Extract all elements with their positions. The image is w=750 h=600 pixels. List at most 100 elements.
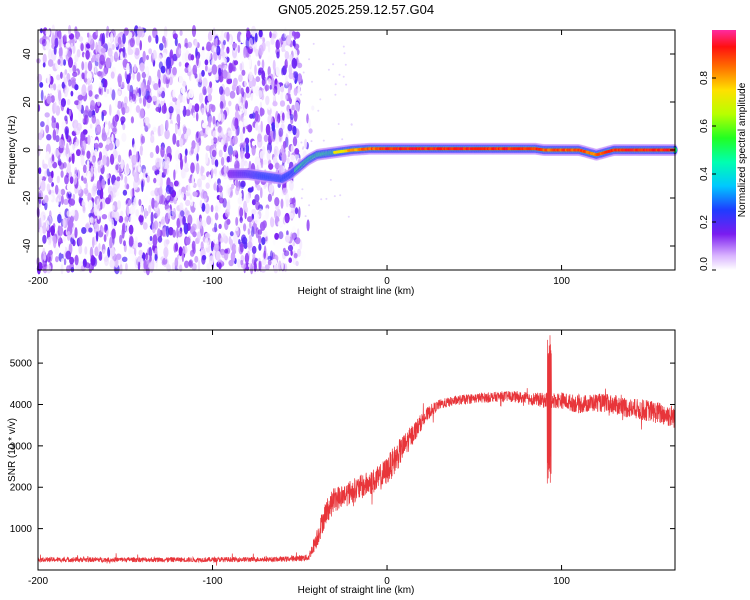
noise-mark <box>254 156 261 166</box>
noise-mark <box>205 145 211 152</box>
noise-mark <box>279 100 286 107</box>
noise-mark <box>141 258 144 270</box>
noise-mark <box>244 152 251 159</box>
colorbar: 0.0 0.2 0.4 0.6 0.8 Normalized spectral ampl… <box>699 30 748 271</box>
noise-mark <box>48 250 53 256</box>
noise-mark <box>306 113 309 124</box>
noise-mark <box>58 46 63 59</box>
noise-mark <box>120 159 124 170</box>
snr-background <box>38 330 675 570</box>
noise-mark <box>105 57 111 69</box>
noise-mark <box>273 264 279 274</box>
noise-mark <box>174 149 181 162</box>
noise-mark <box>344 63 347 66</box>
noise-mark <box>261 237 266 245</box>
noise-mark <box>53 45 57 55</box>
noise-mark <box>271 258 278 266</box>
noise-mark <box>96 180 102 191</box>
noise-mark <box>281 152 287 164</box>
noise-mark <box>98 82 103 89</box>
noise-mark <box>101 32 105 45</box>
noise-mark <box>166 195 172 203</box>
noise-mark <box>82 205 86 212</box>
noise-mark <box>114 114 119 122</box>
noise-mark <box>78 236 83 247</box>
noise-mark <box>166 68 170 80</box>
noise-mark <box>265 208 270 220</box>
noise-mark <box>146 95 152 103</box>
noise-mark <box>109 259 115 269</box>
noise-mark <box>175 191 181 199</box>
y-tick-label: 2000 <box>10 483 33 494</box>
noise-mark <box>284 212 290 224</box>
noise-mark <box>188 30 192 42</box>
noise-mark <box>252 112 256 119</box>
noise-mark <box>208 174 212 183</box>
noise-mark <box>291 226 297 234</box>
noise-mark <box>176 140 181 147</box>
noise-mark <box>202 122 207 129</box>
x-tick-label: 0 <box>384 576 390 587</box>
noise-mark <box>136 72 141 82</box>
noise-mark <box>181 191 185 199</box>
noise-mark <box>145 117 150 127</box>
y-tick-label: 40 <box>22 48 33 60</box>
noise-mark <box>80 43 84 52</box>
noise-mark <box>42 258 47 267</box>
noise-mark <box>345 83 348 86</box>
noise-mark <box>37 132 43 141</box>
noise-mark <box>275 39 280 50</box>
noise-mark <box>177 230 183 238</box>
noise-mark <box>304 215 307 218</box>
noise-mark <box>301 147 304 150</box>
noise-mark <box>211 242 215 248</box>
noise-mark <box>62 218 66 227</box>
noise-mark <box>233 149 238 155</box>
noise-mark <box>198 137 202 146</box>
noise-mark <box>181 80 187 87</box>
noise-mark <box>202 86 207 96</box>
noise-mark <box>289 212 294 219</box>
noise-mark <box>245 193 250 204</box>
noise-mark <box>111 133 114 144</box>
noise-mark <box>284 27 287 38</box>
noise-mark <box>139 97 142 104</box>
noise-mark <box>138 166 142 174</box>
noise-mark <box>278 127 284 137</box>
noise-mark <box>267 55 273 64</box>
noise-mark <box>68 196 72 208</box>
noise-mark <box>62 72 66 79</box>
noise-mark <box>88 90 93 97</box>
noise-mark <box>218 262 222 270</box>
noise-mark <box>129 101 132 114</box>
noise-mark <box>201 70 205 77</box>
noise-mark <box>81 84 87 97</box>
noise-mark <box>287 123 293 132</box>
noise-mark <box>112 149 118 159</box>
noise-mark <box>280 198 284 209</box>
noise-mark <box>151 197 155 209</box>
noise-mark <box>96 125 101 132</box>
noise-mark <box>224 248 229 254</box>
noise-mark <box>218 223 222 229</box>
noise-mark <box>250 263 254 275</box>
noise-mark <box>124 70 128 80</box>
noise-mark <box>256 184 261 191</box>
noise-mark <box>178 246 183 257</box>
noise-mark <box>45 151 50 159</box>
noise-mark <box>124 216 128 223</box>
noise-mark <box>168 106 174 114</box>
noise-mark <box>150 211 154 224</box>
noise-mark <box>294 207 299 215</box>
noise-mark <box>115 138 120 148</box>
noise-mark <box>162 52 167 58</box>
noise-mark <box>239 216 243 224</box>
noise-mark <box>264 264 270 270</box>
noise-mark <box>51 170 54 179</box>
noise-mark <box>152 234 158 247</box>
noise-mark <box>66 265 71 273</box>
noise-mark <box>81 61 85 71</box>
noise-mark <box>151 95 158 102</box>
noise-mark <box>185 109 191 117</box>
noise-mark <box>209 81 213 88</box>
